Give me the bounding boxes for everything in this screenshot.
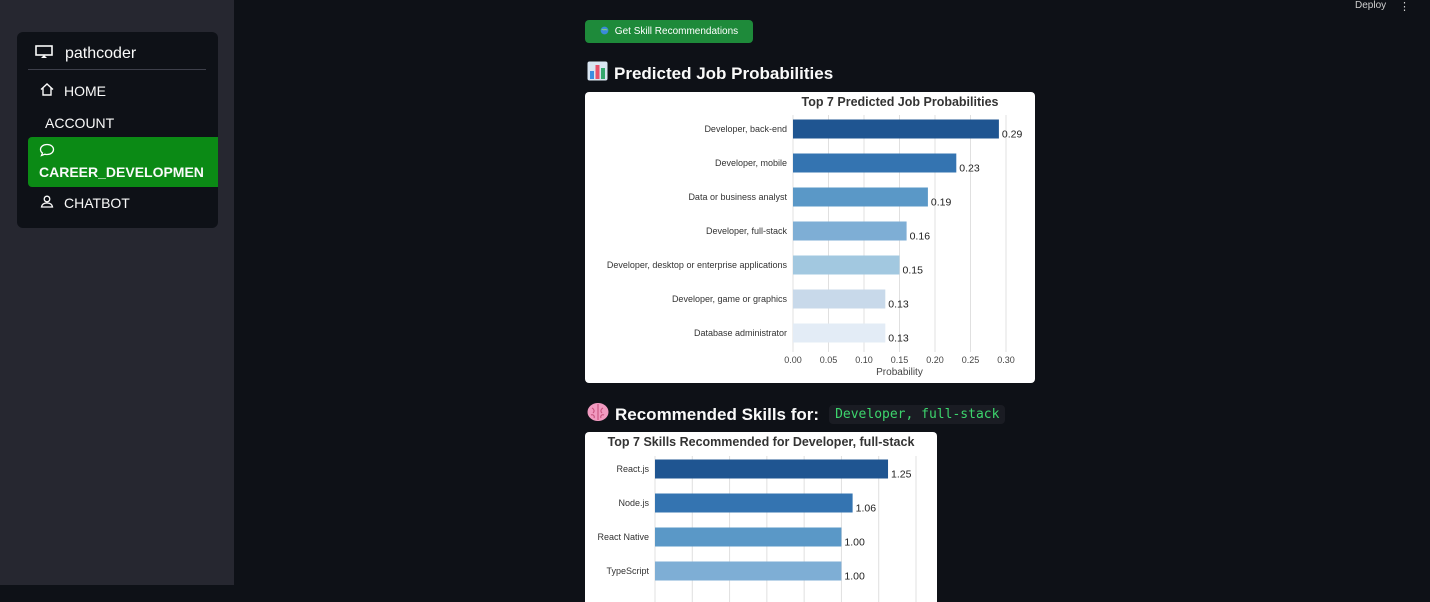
brand-name: pathcoder bbox=[65, 45, 137, 62]
data-label: 0.29 bbox=[1002, 129, 1023, 141]
section-title: Recommended Skills for: bbox=[615, 404, 820, 424]
chat-bubble-icon bbox=[39, 143, 55, 160]
data-label: 0.23 bbox=[959, 163, 980, 175]
chart-title: Top 7 Predicted Job Probabilities bbox=[801, 95, 998, 109]
selected-job-code: Developer, full-stack bbox=[829, 405, 1006, 424]
user-icon bbox=[40, 195, 54, 211]
nav-item-label: HOME bbox=[64, 83, 106, 99]
nav-item-account[interactable]: ACCOUNT bbox=[28, 114, 218, 132]
tick-label: 0.05 bbox=[820, 355, 838, 365]
data-label: 0.16 bbox=[910, 231, 931, 243]
category-label: Data or business analyst bbox=[688, 192, 787, 202]
tick-label: 0.10 bbox=[855, 355, 873, 365]
nav-menu: pathcoder HOME ACCOUNT CAREER_DEVELOPMEN… bbox=[17, 32, 218, 228]
nav-item-home[interactable]: HOME bbox=[28, 82, 218, 100]
tick-label: 0.25 bbox=[962, 355, 980, 365]
skills-chart: Top 7 Skills Recommended for Developer, … bbox=[585, 432, 937, 602]
chart-title: Top 7 Skills Recommended for Developer, … bbox=[608, 435, 915, 449]
bar bbox=[793, 289, 886, 309]
category-label: TypeScript bbox=[606, 566, 649, 576]
more-menu-icon[interactable]: ⋮ bbox=[1399, 1, 1410, 13]
data-label: 1.06 bbox=[856, 503, 877, 515]
section-title: Predicted Job Probabilities bbox=[614, 63, 834, 83]
axis-label: Probability bbox=[876, 367, 923, 378]
bar bbox=[793, 119, 999, 139]
tick-label: 0.15 bbox=[891, 355, 909, 365]
predicted-job-heading: Predicted Job Probabilities bbox=[587, 61, 833, 86]
bar bbox=[793, 255, 900, 275]
category-label: React.js bbox=[616, 464, 649, 474]
globe-icon bbox=[600, 26, 609, 38]
nav-item-career-development[interactable]: CAREER_DEVELOPMEN bbox=[28, 137, 218, 187]
home-icon bbox=[40, 83, 54, 99]
bar bbox=[655, 493, 853, 513]
data-label: 1.25 bbox=[891, 469, 912, 481]
tick-label: 0.20 bbox=[926, 355, 944, 365]
brand: pathcoder bbox=[35, 44, 136, 64]
tick-label: 0.00 bbox=[784, 355, 802, 365]
data-label: 0.19 bbox=[931, 197, 952, 209]
category-label: Developer, mobile bbox=[715, 158, 787, 168]
tick-label: 0.30 bbox=[997, 355, 1015, 365]
data-label: 0.15 bbox=[903, 265, 924, 277]
divider bbox=[28, 69, 206, 70]
chart-svg: Top 7 Skills Recommended for Developer, … bbox=[597, 435, 917, 602]
recommended-skills-heading: Recommended Skills for: Developer, full-… bbox=[587, 402, 1006, 427]
bar bbox=[655, 561, 842, 581]
category-label: Developer, back-end bbox=[704, 124, 787, 134]
bar bbox=[793, 153, 957, 173]
category-label: Developer, full-stack bbox=[706, 226, 788, 236]
category-label: Node.js bbox=[618, 498, 649, 508]
data-label: 0.13 bbox=[888, 299, 909, 311]
bar bbox=[655, 527, 842, 547]
nav-item-chatbot[interactable]: CHATBOT bbox=[28, 194, 218, 212]
category-label: React Native bbox=[597, 532, 649, 542]
bar bbox=[793, 187, 928, 207]
nav-item-label: CHATBOT bbox=[64, 195, 130, 211]
bar bbox=[793, 221, 907, 241]
get-skill-recommendations-button[interactable]: Get Skill Recommendations bbox=[585, 20, 753, 43]
button-label: Get Skill Recommendations bbox=[614, 26, 739, 37]
nav-item-label: ACCOUNT bbox=[45, 115, 115, 131]
category-label: Developer, game or graphics bbox=[672, 294, 788, 304]
bar bbox=[793, 323, 886, 343]
category-label: Database administrator bbox=[694, 328, 787, 338]
job-probability-chart: Top 7 Predicted Job Probabilities Develop… bbox=[585, 92, 1035, 383]
category-label: Developer, desktop or enterprise applica… bbox=[607, 260, 788, 270]
deploy-button[interactable]: Deploy bbox=[1355, 0, 1387, 11]
bar bbox=[655, 459, 889, 479]
data-label: 1.00 bbox=[844, 571, 865, 583]
data-label: 0.13 bbox=[888, 333, 909, 345]
nav-item-label: CAREER_DEVELOPMEN bbox=[39, 164, 204, 180]
monitor-icon bbox=[35, 44, 53, 64]
data-label: 1.00 bbox=[844, 537, 865, 549]
bar-chart-icon bbox=[587, 61, 608, 86]
chart-svg: Top 7 Predicted Job Probabilities Develop… bbox=[607, 95, 1023, 378]
brain-icon bbox=[587, 402, 609, 427]
